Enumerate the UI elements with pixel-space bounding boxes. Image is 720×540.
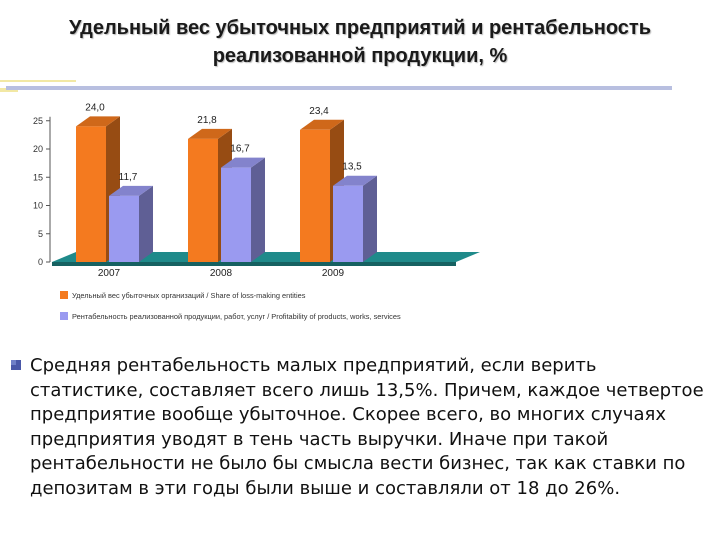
decor-line-top (0, 80, 76, 82)
bar-value-label: 24,0 (85, 102, 105, 113)
bar-side-2007-s1 (139, 185, 153, 262)
bar-2009-s1 (333, 185, 363, 262)
y-tick-label: 0 (38, 257, 43, 267)
legend-swatch-1 (60, 312, 68, 320)
bar-top-2008-s1 (221, 157, 265, 168)
title-underline (6, 86, 672, 90)
bar-top-2007-s1 (109, 185, 153, 196)
y-tick-label: 15 (33, 172, 43, 182)
legend-label-0: Удельный вес убыточных организаций / Sha… (72, 291, 306, 300)
bar-2009-s0 (300, 129, 330, 262)
bar-value-label: 11,7 (119, 172, 138, 183)
bar-top-2008-s0 (188, 128, 232, 139)
slide-title: Удельный вес убыточных предприятий и рен… (0, 14, 720, 70)
bar-chart-svg: 0 5 10 15 20 25 24,0 11,7 2007 21,8 16,7 2008 23,4 13… (33, 102, 480, 321)
bar-side-2008-s1 (251, 157, 265, 262)
bar-2008-s1 (221, 167, 251, 262)
bar-top-2007-s0 (76, 116, 120, 127)
y-tick-label: 10 (33, 201, 43, 211)
bullet-text: Средняя рентабельность малых предприятий… (30, 355, 704, 499)
x-tick-label: 2007 (98, 268, 121, 279)
bar-value-label: 21,8 (197, 115, 217, 126)
legend-label-1: Рентабельность реализованной продукции, … (72, 312, 401, 321)
chart-floor-edge (52, 262, 456, 266)
bar-value-label: 13,5 (342, 162, 362, 173)
square-bullet-icon (11, 360, 21, 370)
y-tick-label: 5 (38, 229, 43, 239)
bar-chart: 0 5 10 15 20 25 24,0 11,7 2007 21,8 16,7 2008 23,4 13… (20, 90, 500, 335)
bar-top-2009-s1 (333, 175, 377, 186)
title-line-2: реализованной продукции, % (212, 45, 508, 67)
bar-side-2009-s1 (363, 175, 377, 262)
bar-2007-s0 (76, 126, 106, 263)
bar-2008-s0 (188, 138, 218, 262)
title-line-1: Удельный вес убыточных предприятий и рен… (68, 17, 652, 39)
bar-value-label: 16,7 (230, 144, 250, 155)
bar-value-label: 23,4 (309, 106, 329, 117)
legend-swatch-0 (60, 291, 68, 299)
y-tick-label: 20 (33, 144, 43, 154)
y-tick-label: 25 (33, 116, 43, 126)
decor-line-bottom (0, 88, 18, 92)
x-tick-label: 2009 (322, 268, 345, 279)
bar-2007-s1 (109, 195, 139, 262)
x-tick-label: 2008 (210, 268, 233, 279)
bar-top-2009-s0 (300, 119, 344, 130)
